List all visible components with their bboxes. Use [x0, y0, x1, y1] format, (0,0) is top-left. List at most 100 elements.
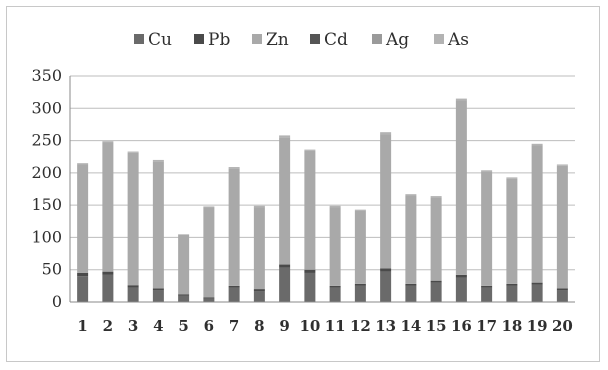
- bar-cu-2: [102, 274, 114, 302]
- bar-as-11: [329, 205, 341, 208]
- legend-label-zn: Zn: [266, 30, 289, 50]
- bar-as-18: [506, 177, 518, 179]
- legend-swatch-cu: [134, 34, 144, 44]
- bar-as-1: [77, 163, 89, 165]
- bar-zn-18: [506, 178, 518, 284]
- x-tick-label: 15: [426, 317, 447, 335]
- y-tick-label: 200: [31, 163, 62, 182]
- bar-zn-19: [531, 145, 543, 283]
- bar-zn-9: [279, 137, 291, 265]
- legend-label-cd: Cd: [324, 30, 348, 50]
- bar-zn-4: [152, 161, 164, 289]
- y-tick-label: 300: [31, 98, 62, 117]
- bar-zn-12: [354, 210, 366, 284]
- bar-cu-9: [279, 267, 291, 302]
- bar-pb-11: [329, 285, 341, 288]
- legend-swatch-cd: [310, 34, 320, 44]
- legend-swatch-zn: [252, 34, 262, 44]
- bar-zn-11: [329, 207, 341, 286]
- bar-as-14: [405, 194, 417, 196]
- bar-pb-15: [430, 280, 442, 283]
- bar-pb-3: [127, 285, 139, 288]
- bar-cu-8: [253, 291, 265, 302]
- bar-zn-14: [405, 195, 417, 284]
- x-tick-label: 9: [279, 317, 289, 335]
- x-tick-label: 17: [476, 317, 497, 335]
- bar-zn-1: [77, 164, 89, 273]
- bar-pb-16: [455, 274, 467, 278]
- bar-cu-20: [556, 290, 568, 302]
- x-tick-label: 8: [254, 317, 264, 335]
- bar-pb-6: [203, 297, 215, 299]
- bar-pb-5: [178, 294, 190, 296]
- bar-as-4: [152, 159, 164, 162]
- bar-pb-20: [556, 288, 568, 291]
- y-tick-label: 0: [52, 292, 62, 311]
- bar-cu-4: [152, 290, 164, 302]
- bar-zn-7: [228, 168, 240, 286]
- bar-zn-13: [380, 134, 392, 269]
- bar-pb-2: [102, 271, 114, 275]
- bar-cu-18: [506, 285, 518, 302]
- bar-as-5: [178, 234, 190, 235]
- x-tick-label: 3: [128, 317, 138, 335]
- bar-pb-13: [380, 268, 392, 272]
- y-tick-label: 250: [31, 131, 62, 150]
- bar-pb-17: [481, 285, 493, 288]
- bar-as-10: [304, 149, 316, 151]
- y-tick-label: 350: [31, 66, 62, 85]
- bar-pb-12: [354, 283, 366, 286]
- x-tick-label: 11: [325, 317, 346, 335]
- bar-as-7: [228, 167, 240, 169]
- bar-cu-16: [455, 277, 467, 302]
- bar-cu-6: [203, 298, 215, 302]
- bar-as-6: [203, 206, 215, 208]
- bar-cu-1: [77, 276, 89, 302]
- x-tick-label: 14: [400, 317, 421, 335]
- legend: Cu Pb Zn Cd Ag As: [134, 30, 469, 50]
- bar-zn-8: [253, 207, 265, 290]
- bar-pb-9: [279, 264, 291, 268]
- legend-swatch-as: [434, 34, 444, 44]
- legend-swatch-ag: [372, 34, 382, 44]
- bar-zn-2: [102, 142, 114, 272]
- bar-as-12: [354, 209, 366, 211]
- bar-as-17: [481, 170, 493, 172]
- bar-as-13: [380, 132, 392, 135]
- bar-pb-10: [304, 269, 316, 273]
- bar-pb-8: [253, 289, 265, 292]
- x-tick-label: 13: [375, 317, 396, 335]
- x-tick-label: 5: [178, 317, 188, 335]
- bar-cu-10: [304, 272, 316, 302]
- bar-cu-17: [481, 287, 493, 302]
- bar-as-9: [279, 135, 291, 138]
- x-tick-label: 12: [350, 317, 371, 335]
- bar-cu-3: [127, 287, 139, 302]
- bar-pb-7: [228, 285, 240, 288]
- bar-as-8: [253, 205, 265, 208]
- bar-cu-13: [380, 271, 392, 302]
- x-tick-label: 2: [103, 317, 113, 335]
- x-tick-label: 10: [299, 317, 320, 335]
- bar-as-16: [455, 98, 467, 101]
- bar-pb-4: [152, 288, 164, 291]
- bar-as-20: [556, 164, 568, 166]
- y-tick-label: 100: [31, 227, 62, 246]
- y-tick-label: 150: [31, 195, 62, 214]
- bar-pb-1: [77, 272, 89, 277]
- legend-label-as: As: [447, 30, 469, 50]
- legend-label-pb: Pb: [208, 30, 230, 50]
- bar-zn-6: [203, 207, 215, 298]
- bar-zn-3: [127, 152, 139, 286]
- bar-zn-10: [304, 150, 316, 270]
- y-tick-labels: 0 50 100 150 200 250 300 350: [31, 66, 62, 311]
- bars: [77, 98, 568, 302]
- x-tick-label: 4: [153, 317, 163, 335]
- bar-cu-12: [354, 285, 366, 302]
- bar-as-19: [531, 143, 543, 146]
- x-tick-labels: 1 2 3 4 5 6 7 8 9 10 11 12 13 14 15 16 17 18 19 20: [77, 317, 572, 335]
- bar-cu-15: [430, 282, 442, 302]
- bar-zn-16: [455, 100, 467, 275]
